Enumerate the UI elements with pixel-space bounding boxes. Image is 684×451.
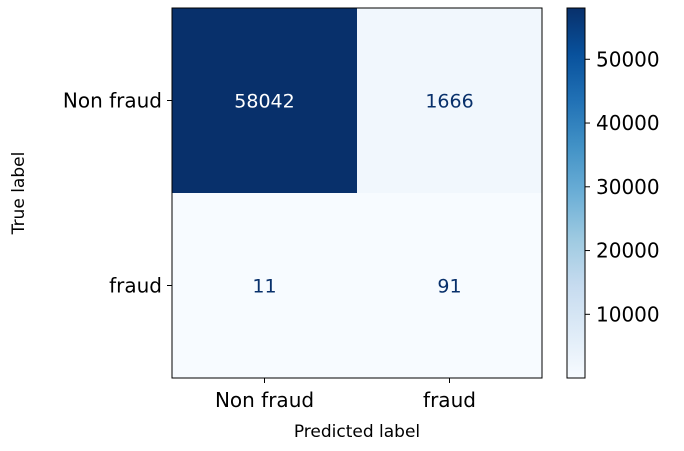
colorbar-tick-label: 20000 bbox=[596, 239, 660, 263]
x-tick-label: Non fraud bbox=[215, 388, 314, 412]
x-tick-label: fraud bbox=[423, 388, 476, 412]
colorbar: 10000 20000 30000 40000 50000 bbox=[566, 7, 660, 379]
colorbar-tick-label: 10000 bbox=[596, 302, 660, 326]
colorbar-tick-label: 40000 bbox=[596, 111, 660, 135]
matrix-cells bbox=[172, 8, 542, 378]
matrix-cell bbox=[172, 8, 357, 193]
matrix-cell bbox=[357, 8, 542, 193]
colorbar-gradient bbox=[566, 7, 586, 379]
colorbar-tick-label: 50000 bbox=[596, 47, 660, 71]
y-axis-label: True label bbox=[9, 152, 29, 236]
cell-value-label: 11 bbox=[252, 276, 276, 298]
cell-value-label: 91 bbox=[437, 276, 461, 298]
matrix-cell bbox=[172, 193, 357, 378]
cell-value-labels: 58042 1666 11 91 bbox=[234, 91, 473, 298]
matrix-cell bbox=[357, 193, 542, 378]
cell-value-label: 58042 bbox=[234, 91, 294, 113]
cell-value-label: 1666 bbox=[425, 91, 473, 113]
y-tick-label: fraud bbox=[109, 274, 162, 298]
plot-frame bbox=[171, 7, 543, 379]
y-axis-ticks: Non fraud fraud bbox=[63, 89, 172, 298]
colorbar-tick-label: 30000 bbox=[596, 175, 660, 199]
colorbar-ticks: 10000 20000 30000 40000 50000 bbox=[585, 47, 660, 326]
x-axis-ticks: Non fraud fraud bbox=[215, 378, 476, 412]
x-axis-label: Predicted label bbox=[294, 422, 420, 442]
y-tick-label: Non fraud bbox=[63, 89, 162, 113]
